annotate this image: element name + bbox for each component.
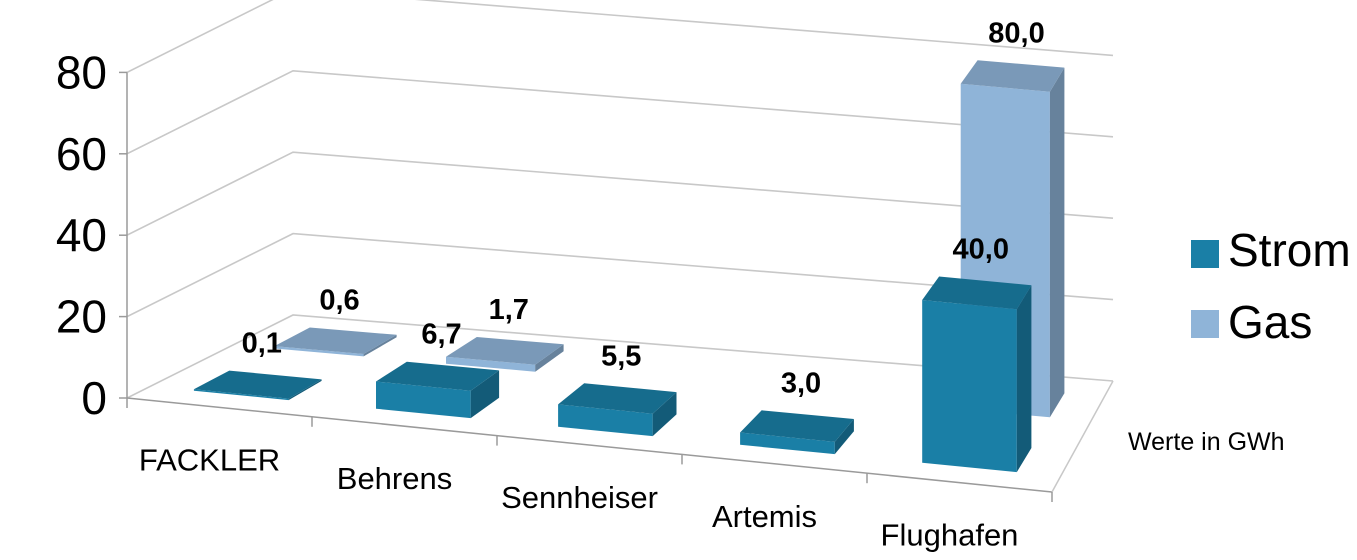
data-labels: 0,6 1,7 80,0 0,1 6,7 5,5 3,0 40,0 [242, 17, 1045, 399]
bar-top-face [376, 361, 500, 391]
bar-top-face [558, 383, 677, 414]
y-tick-label: 80 [56, 46, 107, 98]
bar-top-face [960, 60, 1065, 92]
gridline-40 [126, 151, 1114, 236]
bar-front-face [922, 300, 1017, 473]
bar-gas-behrens [446, 337, 564, 372]
bar-top-face [274, 327, 397, 354]
bar-strom-sennheiser [558, 383, 677, 437]
data-label: 80,0 [988, 17, 1044, 49]
data-label: 5,5 [601, 340, 641, 372]
bar-front-face [376, 381, 471, 419]
gridline-80 [126, 0, 1114, 74]
bar-strom-fackler [193, 370, 322, 401]
bar-side-face [535, 344, 564, 372]
bar-top-face [193, 370, 322, 399]
bar-strom-flughafen [922, 276, 1032, 473]
data-label: 3,0 [781, 367, 821, 399]
units-note: Werte in GWh [1128, 428, 1285, 456]
x-tick-label: FACKLER [139, 442, 280, 477]
y-tick-label: 60 [56, 128, 107, 180]
bar-side-face [834, 419, 854, 455]
bar-front-face [558, 404, 653, 437]
y-tick-label: 40 [56, 209, 107, 261]
bar-side-face [470, 370, 500, 419]
gridline-0 [126, 314, 1114, 399]
chart-gridlines [126, 0, 1114, 399]
x-tick-label: Flughafen [881, 518, 1019, 553]
data-label: 6,7 [421, 319, 461, 351]
bar-top-face [922, 276, 1032, 310]
bar-top-face [740, 410, 854, 442]
x-tick-label: Sennheiser [501, 480, 658, 515]
bar-front-face [193, 389, 289, 401]
x-tick-label: Artemis [712, 499, 817, 534]
data-label: 40,0 [953, 233, 1009, 265]
y-tick-label: 20 [56, 291, 107, 343]
bar-strom-behrens [376, 361, 500, 419]
bar-gas-fackler [274, 327, 397, 357]
bar-front-face [740, 432, 835, 455]
gridline-20 [126, 232, 1114, 318]
legend-swatch-gas [1191, 310, 1219, 338]
legend-label-strom: Strom [1228, 224, 1351, 276]
gridline-60 [126, 69, 1114, 155]
chart-bars [193, 60, 1065, 473]
bar-side-face [363, 334, 397, 357]
y-tick-label: 0 [81, 372, 107, 424]
x-axis-ticks: FACKLER Behrens Sennheiser Artemis Flughafen [139, 442, 1019, 552]
bar-side-face [1049, 67, 1065, 418]
legend-swatch-strom [1191, 240, 1219, 268]
bar-front-face [274, 346, 364, 357]
x-tick-label: Behrens [337, 461, 452, 496]
data-label: 0,6 [319, 285, 359, 317]
bar-top-face [446, 337, 564, 365]
data-label: 0,1 [242, 328, 282, 360]
bar-front-face [446, 356, 536, 372]
y-axis-ticks: 0 20 40 60 80 [56, 46, 107, 424]
bar-side-face [288, 379, 322, 401]
floor-right-edge [1051, 380, 1114, 493]
data-label: 1,7 [489, 294, 529, 326]
legend-label-gas: Gas [1228, 296, 1312, 348]
legend: Strom Gas [1191, 224, 1351, 348]
bar-strom-artemis [740, 410, 854, 455]
chart-axes [119, 71, 1114, 502]
bar-side-face [1016, 285, 1032, 473]
bar-side-face [652, 392, 677, 437]
x-axis-line [126, 397, 1053, 493]
